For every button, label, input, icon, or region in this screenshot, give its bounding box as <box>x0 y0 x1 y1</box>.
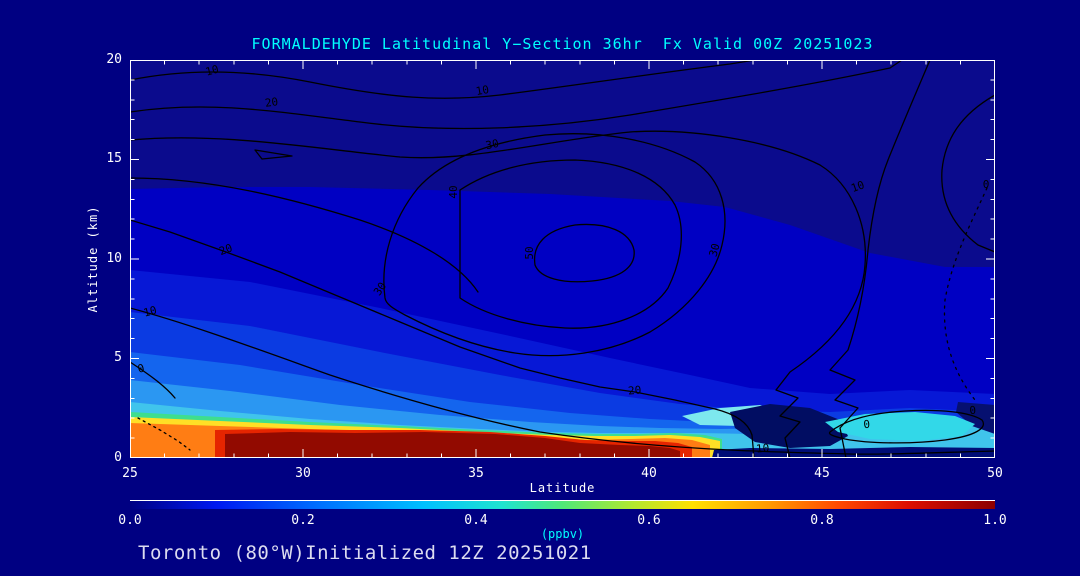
contour-ring-40 <box>459 159 682 329</box>
colorbar-unit-label: (ppbv) <box>540 527 585 541</box>
contour-label: 0 <box>969 404 977 418</box>
contour-label: 0 <box>863 418 871 432</box>
contour-label: 20 <box>628 383 642 397</box>
colorbar-tick-0.6: 0.6 <box>637 513 661 528</box>
line-contours <box>129 59 996 459</box>
colorbar-tick-0.8: 0.8 <box>810 513 834 528</box>
cross-section-plot: 10 10 20 30 40 50 30 30 20 10 0 10 0 20 … <box>129 59 996 459</box>
y-tick-label-0: 0 <box>114 450 122 465</box>
x-tick-label-35: 35 <box>468 466 484 481</box>
contour-right-edge <box>941 94 996 253</box>
contour-label: 50 <box>523 246 536 259</box>
colorbar-gradient <box>130 500 995 509</box>
contour-left-mid <box>129 177 479 293</box>
colorbar-tick-0.0: 0.0 <box>118 513 142 528</box>
contour-value-labels: 10 10 20 30 40 50 30 30 20 10 0 10 0 20 … <box>136 63 989 456</box>
contour-30-sweep <box>129 130 866 459</box>
x-tick-label-30: 30 <box>295 466 311 481</box>
contour-20-low <box>129 219 755 459</box>
contour-label: 30 <box>707 242 723 258</box>
contour-label: 20 <box>264 95 279 110</box>
chart-title: FORMALDEHYDE Latitudinal Y−Section 36hr … <box>251 35 874 53</box>
plot-svg: 10 10 20 30 40 50 30 30 20 10 0 10 0 20 … <box>129 59 996 459</box>
y-tick-label-10: 10 <box>106 251 122 266</box>
colorbar-tick-0.4: 0.4 <box>464 513 488 528</box>
contour-10-top <box>129 59 756 99</box>
y-tick-label-15: 15 <box>106 151 122 166</box>
x-axis-title: Latitude <box>529 481 596 495</box>
contour-label: 20 <box>217 241 234 258</box>
contour-0-dotted-right <box>943 187 988 401</box>
contour-label: 30 <box>484 137 500 152</box>
colorbar-tick-1.0: 1.0 <box>983 513 1007 528</box>
contour-0-ring-low <box>828 409 985 444</box>
contour-20-top <box>129 59 903 130</box>
contour-label: 30 <box>371 280 389 298</box>
contour-0-left <box>129 361 176 399</box>
contour-label: 10 <box>204 63 220 79</box>
x-tick-label-50: 50 <box>987 466 1003 481</box>
contour-label: 10 <box>849 178 866 195</box>
y-tick-label-20: 20 <box>106 52 122 67</box>
contour-label: 0 <box>136 361 146 375</box>
contour-10-right <box>829 59 931 459</box>
y-axis-title: Altitude (km) <box>86 205 100 313</box>
contour-ring-50 <box>533 223 635 283</box>
footer-caption: Toronto (80°W)Initialized 12Z 20251021 <box>138 542 592 564</box>
filled-contours <box>130 60 995 458</box>
contour-10-low <box>129 307 996 455</box>
plot-border <box>130 60 995 458</box>
contour-label: 10 <box>475 83 490 98</box>
contour-label: 40 <box>447 185 460 198</box>
x-tick-label-25: 25 <box>122 466 138 481</box>
x-tick-label-45: 45 <box>814 466 830 481</box>
contour-islet <box>254 149 293 160</box>
colorbar-tick-0.2: 0.2 <box>291 513 315 528</box>
contour-ring-30 <box>383 133 726 357</box>
contour-0-dotted-left <box>137 417 191 451</box>
contour-label: 0 <box>983 178 990 191</box>
contour-label: 10 <box>756 441 770 455</box>
y-tick-label-5: 5 <box>114 350 122 365</box>
contour-label: 10 <box>142 304 158 320</box>
x-tick-label-40: 40 <box>641 466 657 481</box>
